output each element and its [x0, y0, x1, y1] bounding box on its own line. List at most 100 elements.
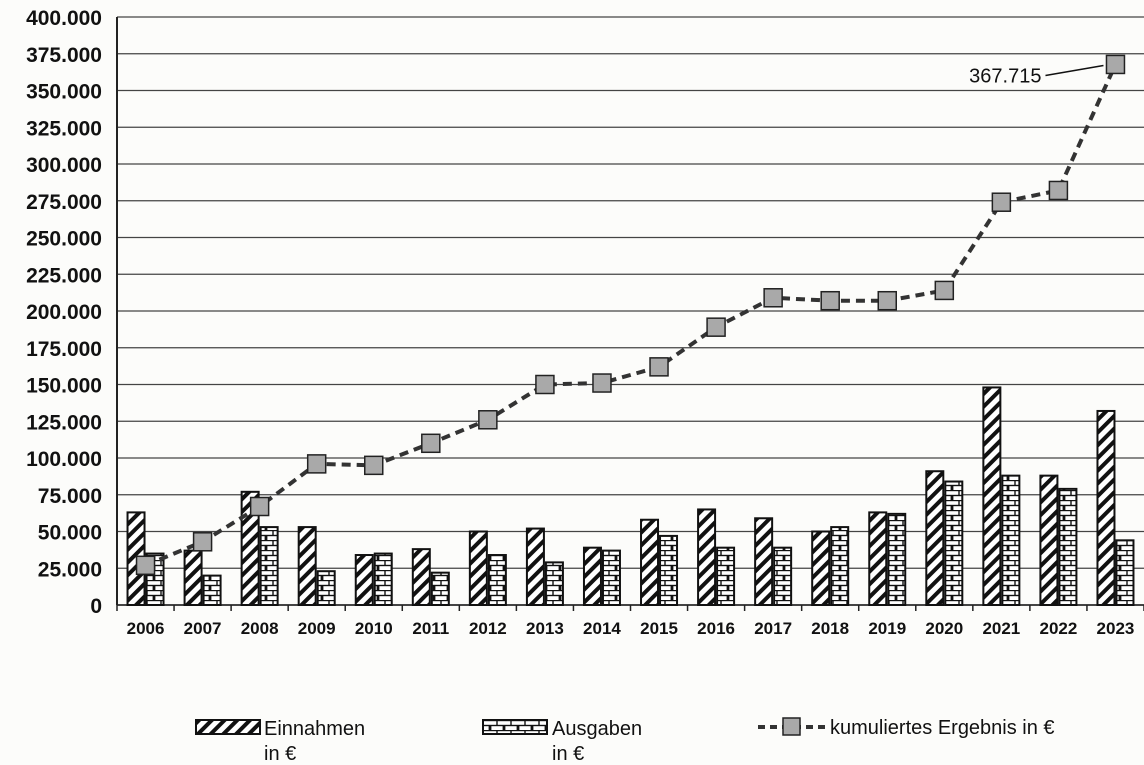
- y-tick-label: 50.000: [38, 522, 102, 545]
- y-tick-label: 250.000: [26, 228, 102, 251]
- y-tick-label: 175.000: [26, 338, 102, 361]
- bar-ausgaben: [887, 512, 907, 606]
- y-tick-label: 125.000: [26, 411, 102, 434]
- bar-einnahmen: [1039, 474, 1059, 607]
- bar-einnahmen: [697, 508, 717, 607]
- x-tick-label: 2023: [1097, 619, 1135, 638]
- cumulative-marker: [421, 433, 441, 454]
- x-tick-label: 2019: [868, 619, 906, 638]
- bar-ausgaben: [487, 554, 507, 607]
- legend-swatch-ausgaben: [482, 719, 548, 735]
- x-tick-label: 2017: [754, 619, 792, 638]
- annotations: 367.715: [969, 64, 1104, 87]
- cumulative-marker: [535, 374, 555, 395]
- legend-label-einnahmen: Einnahmen: [264, 718, 365, 740]
- bar-ausgaben: [773, 546, 793, 606]
- y-tick-label: 375.000: [26, 44, 102, 67]
- x-tick-label: 2006: [127, 619, 165, 638]
- bar-ausgaben: [830, 526, 850, 607]
- x-tick-label: 2007: [184, 619, 222, 638]
- cumulative-marker: [592, 373, 612, 393]
- bar-ausgaben: [944, 480, 964, 606]
- legend-swatch-kumuliert-marker: [782, 717, 801, 736]
- bar-einnahmen: [582, 546, 602, 606]
- cumulative-marker: [763, 288, 783, 308]
- bar-einnahmen: [411, 548, 431, 607]
- y-axis-ticks: 0 25.000 50.000 75.000 100.000 125.000 150.000…: [26, 7, 102, 618]
- x-tick-label: 2020: [925, 619, 963, 638]
- x-axis-ticks: 2006 2007 2008 2009 2010 2011 2012 2013 2014 2015…: [127, 619, 1135, 638]
- x-tick-label: 2008: [241, 619, 279, 638]
- y-tick-label: 350.000: [26, 81, 102, 104]
- bar-einnahmen: [354, 554, 374, 607]
- bar-einnahmen: [811, 530, 831, 606]
- bar-ausgaben: [1001, 474, 1021, 607]
- cumulative-marker: [249, 496, 270, 517]
- legend-swatch-einnahmen: [195, 719, 261, 735]
- cumulative-marker: [706, 317, 726, 337]
- bar-einnahmen: [982, 386, 1002, 606]
- bars: [126, 386, 1135, 607]
- cumulative-marker: [820, 290, 840, 311]
- legend-label-ausgaben-unit: in €: [552, 743, 584, 765]
- bar-ausgaben: [1058, 487, 1078, 606]
- bar-ausgaben: [1115, 539, 1135, 607]
- bar-ausgaben: [316, 570, 336, 607]
- bar-einnahmen: [468, 530, 488, 606]
- x-tick-label: 2013: [526, 619, 564, 638]
- cumulative-marker: [877, 290, 897, 311]
- y-tick-label: 75.000: [38, 485, 102, 508]
- bar-ausgaben: [202, 574, 222, 606]
- x-tick-label: 2009: [298, 619, 336, 638]
- x-tick-label: 2010: [355, 619, 393, 638]
- bar-ausgaben: [659, 534, 679, 606]
- cumulative-line: [135, 54, 1126, 576]
- bar-einnahmen: [297, 526, 317, 607]
- y-tick-label: 225.000: [26, 264, 102, 287]
- y-tick-label: 325.000: [26, 117, 102, 140]
- x-tick-label: 2012: [469, 619, 507, 638]
- cumulative-marker: [1105, 54, 1126, 75]
- bar-einnahmen: [754, 517, 774, 607]
- x-tick-label: 2021: [982, 619, 1020, 638]
- x-tick-label: 2011: [412, 619, 449, 638]
- y-tick-label: 25.000: [38, 558, 102, 581]
- y-tick-label: 150.000: [26, 375, 102, 398]
- cumulative-marker: [649, 357, 669, 377]
- x-tick-label: 2016: [697, 619, 735, 638]
- y-tick-label: 275.000: [26, 191, 102, 214]
- bar-einnahmen: [525, 527, 545, 606]
- cumulative-marker: [364, 455, 384, 476]
- x-tick-label: 2018: [811, 619, 849, 638]
- cumulative-marker: [306, 454, 327, 474]
- cumulative-marker: [1048, 180, 1069, 201]
- y-tick-label: 200.000: [26, 301, 102, 324]
- legend-label-einnahmen-unit: in €: [264, 743, 296, 765]
- bar-ausgaben: [544, 561, 564, 606]
- x-tick-label: 2022: [1040, 619, 1078, 638]
- cumulative-line-path: [144, 63, 1118, 568]
- bar-ausgaben: [601, 549, 621, 606]
- cumulative-marker: [135, 555, 156, 576]
- annotation-label: 367.715: [969, 65, 1041, 87]
- bar-einnahmen: [925, 470, 945, 607]
- annotation-leader: [1045, 64, 1104, 77]
- y-tick-label: 300.000: [26, 154, 102, 177]
- gridlines: [116, 16, 1144, 611]
- cumulative-marker: [934, 280, 955, 301]
- bar-einnahmen: [640, 518, 660, 606]
- legend-label-kumuliert: kumuliertes Ergebnis in €: [830, 717, 1055, 739]
- legend-label-ausgaben: Ausgaben: [552, 718, 642, 740]
- bar-ausgaben: [430, 571, 450, 606]
- bar-einnahmen: [1096, 409, 1116, 606]
- cumulative-marker: [478, 410, 498, 430]
- y-tick-label: 400.000: [26, 7, 102, 30]
- cumulative-marker: [991, 192, 1012, 212]
- bar-einnahmen: [183, 549, 203, 606]
- x-tick-label: 2014: [583, 619, 621, 638]
- bar-ausgaben: [716, 546, 736, 606]
- y-tick-label: 0: [90, 595, 102, 618]
- y-tick-label: 100.000: [26, 448, 102, 471]
- bar-einnahmen: [868, 511, 888, 607]
